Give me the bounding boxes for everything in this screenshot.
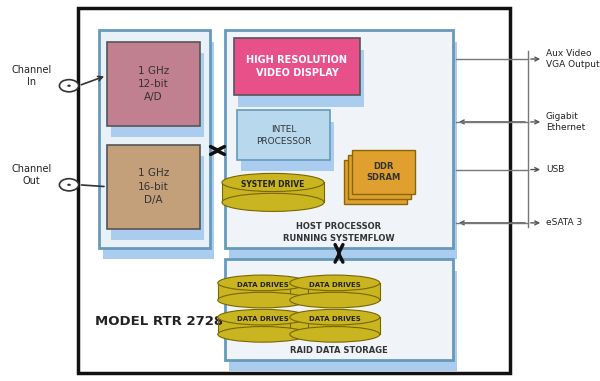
Ellipse shape (290, 275, 380, 291)
Ellipse shape (290, 292, 380, 308)
Text: Aux Video
VGA Output: Aux Video VGA Output (546, 50, 599, 69)
Text: HOST PROCESSOR
RUNNING SYSTEMFLOW: HOST PROCESSOR RUNNING SYSTEMFLOW (283, 222, 395, 243)
Text: 1 GHz
12-bit
A/D: 1 GHz 12-bit A/D (137, 66, 169, 102)
Text: eSATA 3: eSATA 3 (546, 218, 582, 227)
Bar (107, 42, 200, 126)
Ellipse shape (222, 173, 324, 192)
Bar (225, 30, 453, 248)
Text: USB: USB (546, 165, 565, 174)
Bar (241, 122, 334, 171)
Bar (218, 283, 308, 300)
Text: 1 GHz
16-bit
D/A: 1 GHz 16-bit D/A (137, 168, 169, 205)
Ellipse shape (218, 309, 308, 325)
Text: DATA DRIVES: DATA DRIVES (309, 316, 361, 322)
Bar (222, 182, 324, 202)
Ellipse shape (218, 327, 308, 342)
Bar (238, 50, 364, 107)
Text: DATA DRIVES: DATA DRIVES (309, 282, 361, 288)
Text: HIGH RESOLUTION
VIDEO DISPLAY: HIGH RESOLUTION VIDEO DISPLAY (247, 55, 347, 78)
Ellipse shape (218, 275, 308, 291)
Bar (99, 30, 210, 248)
Circle shape (59, 80, 79, 92)
Text: Gigabit
Ethernet: Gigabit Ethernet (546, 112, 585, 131)
Ellipse shape (218, 292, 308, 308)
Text: MODEL RTR 2728: MODEL RTR 2728 (95, 315, 223, 328)
Circle shape (59, 179, 79, 191)
Bar (344, 160, 407, 204)
Text: DDR
SDRAM: DDR SDRAM (367, 162, 401, 182)
Bar (78, 8, 510, 373)
Bar (103, 42, 214, 259)
Text: Channel
Out: Channel Out (11, 165, 52, 186)
Bar (111, 156, 204, 240)
Bar (225, 259, 453, 360)
Bar (218, 317, 308, 335)
Text: DATA DRIVES: DATA DRIVES (237, 282, 289, 288)
Bar (111, 53, 204, 137)
Bar (290, 317, 380, 335)
Text: DATA DRIVES: DATA DRIVES (237, 316, 289, 322)
Bar (234, 38, 360, 95)
Circle shape (67, 184, 71, 186)
Bar (237, 110, 330, 160)
Ellipse shape (222, 193, 324, 211)
Bar (107, 145, 200, 229)
Ellipse shape (290, 309, 380, 325)
Bar (229, 42, 457, 259)
Ellipse shape (290, 327, 380, 342)
Text: Channel
In: Channel In (11, 66, 52, 87)
Bar (290, 283, 380, 300)
Bar (348, 155, 411, 199)
Text: INTEL
PROCESSOR: INTEL PROCESSOR (256, 125, 311, 146)
Bar (352, 150, 415, 194)
Bar (229, 271, 457, 371)
Circle shape (67, 85, 71, 87)
Text: RAID DATA STORAGE: RAID DATA STORAGE (290, 346, 388, 355)
Text: SYSTEM DRIVE: SYSTEM DRIVE (241, 180, 305, 189)
